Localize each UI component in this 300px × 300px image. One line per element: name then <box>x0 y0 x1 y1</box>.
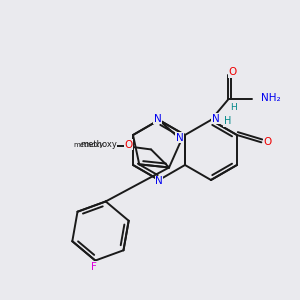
Text: H: H <box>224 116 231 127</box>
Text: N: N <box>154 113 161 124</box>
Text: F: F <box>91 262 97 272</box>
Text: N: N <box>155 176 163 187</box>
Text: N: N <box>176 133 184 143</box>
Text: methoxy: methoxy <box>73 142 104 148</box>
Text: H: H <box>230 103 237 112</box>
Text: methoxy: methoxy <box>80 140 117 149</box>
Text: O: O <box>263 137 272 147</box>
Text: O: O <box>124 140 133 150</box>
Text: NH₂: NH₂ <box>261 93 280 103</box>
Text: N: N <box>212 113 219 124</box>
Text: O: O <box>229 67 237 77</box>
